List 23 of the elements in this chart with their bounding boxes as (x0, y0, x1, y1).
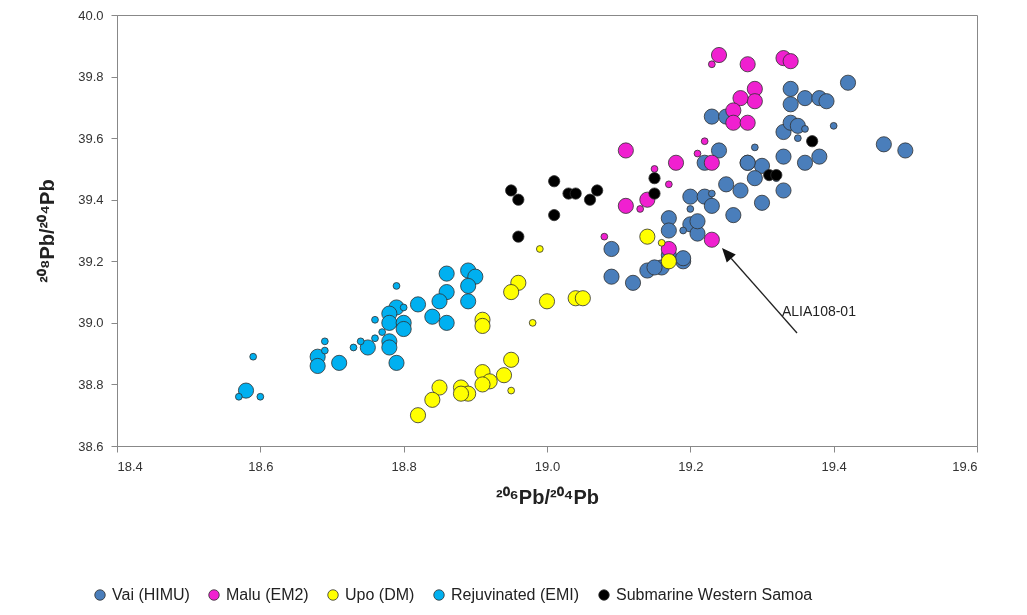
x-axis-title: ²⁰⁶Pb/²⁰⁴Pb (495, 485, 600, 508)
y-tick-label: 39.4 (78, 192, 104, 208)
legend-label: Vai (HIMU) (112, 586, 190, 603)
y-tick-label: 39.2 (78, 253, 104, 269)
y-axis-title: ²⁰⁸Pb/²⁰⁴Pb (36, 179, 59, 283)
x-tick-label: 19.6 (952, 458, 978, 474)
y-tick-label: 39.8 (78, 69, 104, 85)
legend-label: Submarine Western Samoa (616, 586, 813, 603)
y-tick-label: 38.8 (78, 376, 104, 392)
x-tick-label: 19.4 (821, 458, 847, 474)
y-tick-label: 39.0 (78, 315, 104, 331)
y-tick-label: 40.0 (78, 7, 104, 23)
x-tick-label: 19.0 (534, 458, 561, 474)
x-tick-label: 18.6 (248, 458, 274, 474)
y-tick-label: 39.6 (78, 130, 104, 146)
y-tick-label: 38.6 (78, 438, 104, 454)
annotation: ALIA108-01 (782, 303, 857, 319)
x-tick-label: 19.2 (678, 458, 704, 474)
legend-label: Upo (DM) (345, 586, 415, 603)
x-tick-label: 18.8 (391, 458, 417, 474)
legend-label: Malu (EM2) (226, 586, 309, 603)
x-tick-label: 18.4 (117, 458, 143, 474)
legend-label: Rejuvinated (EMI) (451, 586, 580, 603)
